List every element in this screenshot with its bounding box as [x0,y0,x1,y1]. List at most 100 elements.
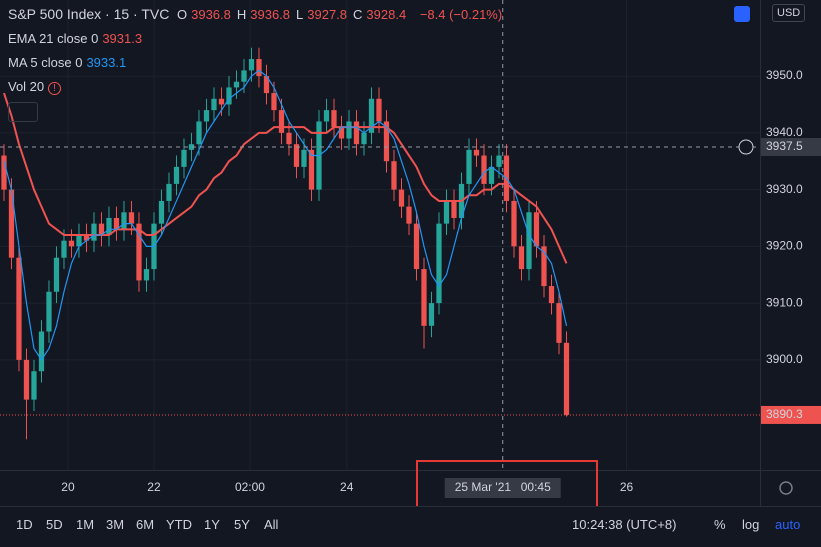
candle-body [473,149,480,156]
legend-ma: MA 5 close 0 3933.1 [8,55,130,70]
candle-body [256,59,262,77]
y-tick-label: 3930.0 [766,182,803,196]
settings-icon[interactable] [779,481,793,495]
candle-body [376,98,382,122]
candle-body [98,223,105,235]
candle-body [53,257,60,292]
candle-body [38,331,45,372]
compare-button[interactable] [734,6,750,22]
crosshair-time: 00:45 [521,480,551,494]
ohlc-value: 3936.8 [191,7,231,22]
candle-body [533,212,540,247]
scale-option[interactable]: auto [775,517,801,532]
candle-body [443,200,450,224]
indicator-value: 3931.3 [102,31,143,46]
timeframe[interactable]: 6M [136,517,155,532]
ohlc-value: 3936.8 [250,7,291,22]
candle-body [196,121,202,145]
candle-body [218,98,225,105]
timeframe[interactable]: All [264,517,279,532]
candle-body [23,359,30,400]
timeframe[interactable]: 3M [106,517,125,532]
timeframe[interactable]: 5Y [234,517,250,532]
candle-body [383,121,390,162]
candle-body [518,246,525,270]
last-price-label: 3890.3 [766,407,803,421]
candle-body [451,200,457,218]
candle-body [496,155,502,167]
candle-body [466,149,472,184]
candle-body [481,155,487,184]
candle-body [83,235,90,241]
last-price-box [761,405,821,424]
timeframe[interactable]: 5D [46,517,63,532]
indicator-name: EMA 21 close 0 [8,31,99,46]
scale-option[interactable]: log [742,517,760,532]
add-button[interactable] [738,139,754,155]
ohlc-label: C [353,7,363,22]
crosshair-date: 25 Mar '21 [455,480,512,494]
candle-body [166,183,172,201]
candle-body [338,127,345,139]
candle-body [346,121,352,139]
candle-body [211,98,217,111]
candle-body [428,303,435,326]
candle-body [406,206,412,224]
warning-icon[interactable]: ! [48,82,61,95]
x-tick-label: 24 [340,480,354,494]
candle-body [331,110,337,128]
candle-body [106,217,112,235]
candle-body [293,144,300,167]
timeframe[interactable]: 1Y [204,517,220,532]
candle-body [76,235,82,247]
ohlc-label: O [176,7,188,22]
crosshair-price-box [761,138,821,157]
candle-body [8,189,15,258]
candle-body [226,87,232,105]
legend-ema: EMA 21 close 0 3931.3 [8,31,146,46]
indicator-line [3,69,568,361]
candle-body [548,286,555,304]
candle-body [248,59,255,71]
candle-body [233,81,240,88]
candle-body [301,149,307,167]
timeframe[interactable]: YTD [166,517,192,532]
candle-body [1,155,7,190]
candle-body [353,121,360,145]
candle-body [556,303,562,343]
ohlc: O 3936.8 H 3936.8 L 3927.8 C 3928.4 [177,7,412,22]
candle-body [16,257,22,360]
candle-body [136,223,142,281]
ohlc-label: H [236,7,247,22]
y-tick-label: 3910.0 [766,295,803,309]
y-tick-label: 3920.0 [766,239,803,253]
candle-body [241,70,247,82]
timeframe[interactable]: 1M [76,517,95,532]
crosshair-date-box [444,478,561,498]
indicator-name: Vol 20 [8,79,45,94]
candle-body [203,110,210,122]
y-tick-label: 3950.0 [766,68,803,82]
candle-body [263,76,270,94]
candle-body [128,212,135,224]
collapse-button[interactable] [8,102,38,122]
scale-option[interactable]: % [714,517,726,532]
candle-body [181,149,187,167]
change: −8.4 (−0.21%) [419,7,503,22]
candle-body [541,246,547,287]
x-tick-label: 26 [620,480,634,494]
candle-body [308,149,315,190]
candle-body [158,200,165,224]
timeframe[interactable]: 1D [16,517,33,532]
x-tick-label: 02:00 [235,480,265,494]
candle-body [391,161,397,190]
candle-body [188,144,195,150]
candle-body [68,240,75,247]
ohlc-value: 3928.4 [366,7,407,22]
candle-body [526,212,532,270]
candle-body [121,212,127,230]
candle-body [421,269,427,326]
candle-body [511,200,517,247]
candle-body [488,166,495,184]
candle-body [368,98,375,133]
